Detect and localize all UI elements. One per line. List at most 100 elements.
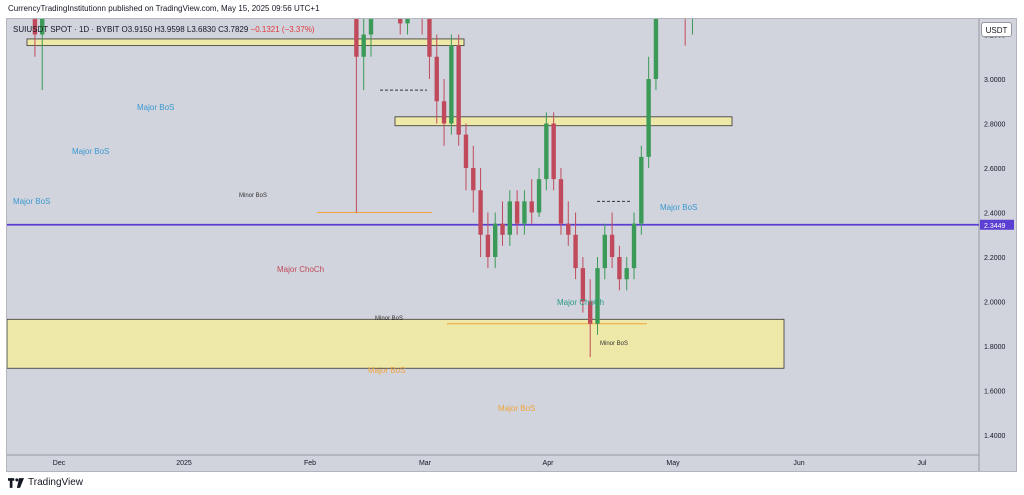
candle	[573, 212, 578, 280]
candle-body	[617, 257, 622, 280]
candle	[602, 223, 607, 280]
y-tick-label: 1.4000	[984, 433, 1006, 440]
candle	[463, 123, 469, 191]
candle	[522, 190, 527, 235]
currency-button[interactable]: USDT	[981, 22, 1012, 37]
candle	[551, 112, 556, 191]
candle-body	[558, 179, 564, 224]
annotation-label: Major BoS	[498, 404, 535, 413]
x-tick-label: Mar	[419, 460, 432, 467]
candle	[631, 212, 637, 280]
candle	[507, 190, 513, 246]
candle-body	[463, 134, 469, 168]
ohlc-open: O3.9150	[121, 25, 153, 34]
candle-body	[529, 201, 534, 213]
candle	[493, 212, 498, 269]
candle-body	[441, 101, 447, 124]
candle-body	[405, 19, 410, 24]
candle-body	[471, 168, 476, 191]
candle	[684, 19, 686, 46]
candle	[624, 257, 629, 291]
candle	[421, 19, 423, 35]
candle-body	[602, 234, 607, 269]
candle	[529, 179, 534, 224]
annotation-label: Minor BoS	[600, 341, 628, 347]
candle-body	[551, 123, 556, 180]
candle-body	[354, 19, 359, 57]
x-tick-label: Dec	[53, 460, 66, 467]
candle-body	[514, 201, 520, 224]
annotation-label: Major BoS	[137, 103, 174, 112]
y-tick-label: 2.4000	[984, 211, 1006, 218]
candle	[405, 19, 410, 35]
tradingview-logo-icon	[8, 477, 24, 488]
ohlc-close: C3.7829	[218, 25, 249, 34]
candle	[566, 201, 571, 246]
candle-body	[449, 45, 454, 124]
ohlc-high: H3.9598	[154, 25, 185, 34]
candle	[587, 279, 593, 358]
candle-body	[456, 45, 461, 135]
annotation-label: Minor BoS	[375, 316, 403, 322]
candle	[398, 19, 403, 35]
candle-body	[522, 201, 527, 224]
price-mark-label: 2.3449	[984, 223, 1006, 230]
candle-body	[639, 156, 644, 224]
candle	[609, 212, 615, 269]
candle-body	[368, 19, 374, 35]
candle	[40, 19, 45, 91]
x-tick-label: Feb	[304, 460, 316, 467]
candle	[471, 145, 476, 213]
candle-body	[427, 19, 432, 57]
candle	[449, 34, 454, 135]
candle	[361, 19, 366, 91]
candle	[478, 168, 483, 257]
candle	[691, 19, 693, 35]
candle-body	[653, 19, 659, 79]
candle-body	[40, 19, 45, 35]
candle	[580, 257, 586, 313]
candle-body	[646, 79, 651, 157]
y-tick-label: 3.0000	[984, 77, 1006, 84]
y-tick-label: 2.0000	[984, 300, 1006, 307]
candle	[32, 19, 38, 57]
annotation-label: Minor BoS	[239, 193, 267, 199]
symbol-info: SUIUSDT SPOT · 1D · BYBIT O3.9150 H3.959…	[13, 25, 315, 34]
y-tick-label: 2.2000	[984, 255, 1006, 262]
candle	[595, 257, 600, 335]
candle-body	[485, 234, 491, 257]
candle	[536, 168, 542, 217]
candle	[427, 19, 432, 79]
candle-body	[361, 34, 366, 57]
ohlc-change: −0.1321 (−3.37%)	[250, 25, 315, 34]
annotation-label: Major BoS	[368, 366, 405, 375]
candle-body	[536, 179, 542, 213]
ohlc-low: L3.6830	[186, 25, 216, 34]
footer: TradingView	[8, 477, 83, 488]
candle-body	[493, 223, 498, 257]
candle	[639, 145, 644, 235]
candle-body	[580, 268, 586, 302]
candle-body	[609, 234, 615, 257]
zone-yellow	[394, 116, 733, 127]
candle-body	[398, 19, 403, 24]
candle	[514, 190, 520, 235]
candle	[500, 201, 505, 246]
candle	[544, 112, 549, 191]
x-tick-label: Jul	[918, 460, 927, 467]
candle	[368, 19, 374, 57]
candlestick-chart[interactable]: Major BoS Major BoS Major BoS Major BoS Mino…	[7, 19, 1016, 471]
y-tick-label: 1.6000	[984, 389, 1006, 396]
candle	[434, 34, 439, 124]
annotation-label: Major ChoCh	[557, 298, 604, 307]
candle	[441, 79, 447, 146]
candle-body	[500, 223, 505, 235]
candle	[558, 168, 564, 235]
x-tick-label: Apr	[543, 460, 555, 467]
candle-body	[478, 190, 483, 235]
annotation-label: Major BoS	[13, 197, 50, 206]
price-mark: 2.3449	[980, 219, 1014, 230]
x-tick-label: 2025	[176, 460, 192, 467]
plot-area	[7, 19, 979, 455]
publisher-line: CurrencyTradingInstitutionn published on…	[8, 4, 320, 13]
